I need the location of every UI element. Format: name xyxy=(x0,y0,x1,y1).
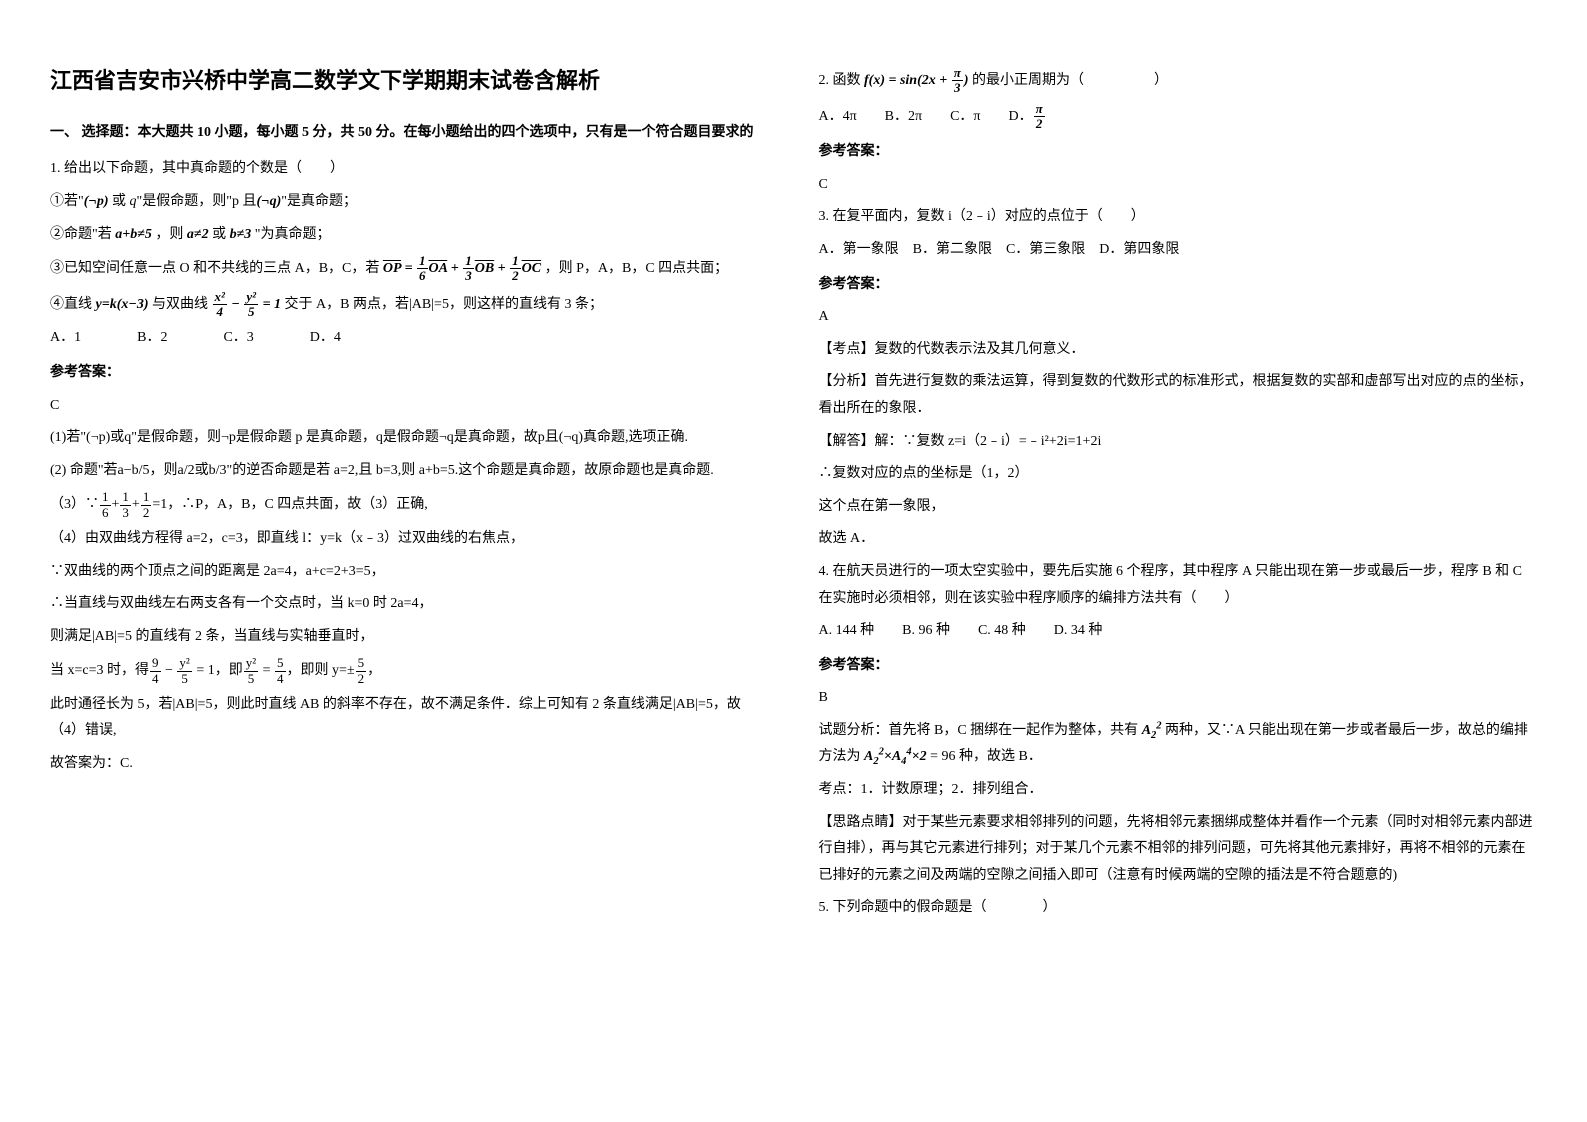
text: 2. 函数 xyxy=(819,73,861,88)
text: 交于 A，B 两点，若|AB|=5，则这样的直线有 3 条； xyxy=(285,297,603,312)
q3-answer: A xyxy=(819,304,1538,331)
text: "是假命题，则"p 且 xyxy=(137,194,257,209)
text: "是真命题； xyxy=(281,194,357,209)
q2-stem: 2. 函数 f(x) = sin(2x + π3) 的最小正周期为（ ） xyxy=(819,66,1538,96)
text: 试题分析：首先将 B，C 捆绑在一起作为整体，共有 xyxy=(819,723,1139,738)
text: = 96 种，故选 B． xyxy=(930,749,1042,764)
q3-exp4: ∴复数对应的点的坐标是（1，2） xyxy=(819,461,1538,488)
text: ①若" xyxy=(50,194,84,209)
q1-exp9: 此时通径长为 5，若|AB|=5，则此时直线 AB 的斜率不存在，故不满足条件．… xyxy=(50,692,769,745)
right-column: 2. 函数 f(x) = sin(2x + π3) 的最小正周期为（ ） A．4… xyxy=(819,60,1538,1062)
q3-options: A．第一象限 B．第二象限 C．第三象限 D．第四象限 xyxy=(819,237,1538,264)
q1-exp2: (2) 命题"若a−b/5，则a/2或b/3"的逆否命题是若 a=2,且 b=3… xyxy=(50,458,769,485)
q1-exp1: (1)若"(¬p)或q"是假命题，则¬p是假命题 p 是真命题，q是假命题¬q是… xyxy=(50,425,769,452)
answer-label: 参考答案： xyxy=(819,653,1538,680)
q2-options: A．4π B．2π C．π D．π2 xyxy=(819,102,1538,132)
text: ，即则 y=± xyxy=(287,663,355,678)
section-heading: 一、 选择题：本大题共 10 小题，每小题 5 分，共 50 分。在每小题给出的… xyxy=(50,120,769,147)
q3-exp6: 故选 A． xyxy=(819,526,1538,553)
q5-stem: 5. 下列命题中的假命题是（ ） xyxy=(819,895,1538,922)
q4-stem: 4. 在航天员进行的一项太空实验中，要先后实施 6 个程序，其中程序 A 只能出… xyxy=(819,559,1538,612)
q4-exp3: 【思路点睛】对于某些元素要求相邻排列的问题，先将相邻元素捆绑成整体并看作一个元素… xyxy=(819,810,1538,890)
q1-exp3: （3）∵16+13+12=1，∴P，A，B，C 四点共面，故（3）正确, xyxy=(50,490,769,520)
q3-exp1: 【考点】复数的代数表示法及其几何意义． xyxy=(819,337,1538,364)
text: ，则 P，A，B，C 四点共面； xyxy=(545,261,729,276)
q3-exp2: 【分析】首先进行复数的乘法运算，得到复数的代数形式的标准形式，根据复数的实部和虚… xyxy=(819,369,1538,422)
answer-label: 参考答案： xyxy=(50,360,769,387)
q4-exp2: 考点：1．计数原理；2．排列组合． xyxy=(819,777,1538,804)
q1-stem: 1. 给出以下命题，其中真命题的个数是（ ） xyxy=(50,156,769,183)
text: 当 x=c=3 时，得 xyxy=(50,663,149,678)
answer-label: 参考答案： xyxy=(819,272,1538,299)
q3-exp3: 【解答】解：∵复数 z=i（2﹣i）=﹣i²+2i=1+2i xyxy=(819,429,1538,456)
q3-exp5: 这个点在第一象限， xyxy=(819,494,1538,521)
text: ③已知空间任意一点 O 和不共线的三点 A，B，C，若 xyxy=(50,261,379,276)
q3-stem: 3. 在复平面内，复数 i（2﹣i）对应的点位于（ ） xyxy=(819,204,1538,231)
q1-line4: ④直线 y=k(x−3) 与双曲线 x²4 − y²5 = 1 交于 A，B 两… xyxy=(50,290,769,320)
q1-line1: ①若"(¬p) 或 q"是假命题，则"p 且(¬q)"是真命题； xyxy=(50,189,769,216)
q1-exp10: 故答案为：C. xyxy=(50,751,769,778)
q1-options: A．1 B．2 C．3 D．4 xyxy=(50,325,769,352)
q1-exp8: 当 x=c=3 时，得94 − y²5 = 1，即y²5 = 54，即则 y=±… xyxy=(50,656,769,686)
text: （3）∵ xyxy=(50,497,99,512)
text: ， xyxy=(367,663,381,678)
q1-answer: C xyxy=(50,393,769,420)
q1-exp4: （4）由双曲线方程得 a=2，c=3，即直线 l：y=k（x﹣3）过双曲线的右焦… xyxy=(50,526,769,553)
q4-answer: B xyxy=(819,685,1538,712)
q4-options: A. 144 种 B. 96 种 C. 48 种 D. 34 种 xyxy=(819,618,1538,645)
q1-line2: ②命题"若 a+b≠5 ，则 a≠2 或 b≠3 "为真命题； xyxy=(50,222,769,249)
q1-exp6: ∴当直线与双曲线左右两支各有一个交点时，当 k=0 时 2a=4， xyxy=(50,591,769,618)
q1-line3: ③已知空间任意一点 O 和不共线的三点 A，B，C，若 OP = 16OA + … xyxy=(50,254,769,284)
q2-answer: C xyxy=(819,172,1538,199)
q4-exp1: 试题分析：首先将 B，C 捆绑在一起作为整体，共有 A22 两种，又∵A 只能出… xyxy=(819,718,1538,771)
q1-exp5: ∵双曲线的两个顶点之间的距离是 2a=4，a+c=2+3=5， xyxy=(50,559,769,586)
q1-exp7: 则满足|AB|=5 的直线有 2 条，当直线与实轴垂直时， xyxy=(50,624,769,651)
left-column: 江西省吉安市兴桥中学高二数学文下学期期末试卷含解析 一、 选择题：本大题共 10… xyxy=(50,60,769,1062)
page-title: 江西省吉安市兴桥中学高二数学文下学期期末试卷含解析 xyxy=(50,60,769,102)
text: =1，∴P，A，B，C 四点共面，故（3）正确, xyxy=(152,497,427,512)
text: A．4π B．2π C．π D． xyxy=(819,109,1033,124)
answer-label: 参考答案： xyxy=(819,139,1538,166)
text: 的最小正周期为（ ） xyxy=(972,73,1168,88)
text: ，即 xyxy=(215,663,243,678)
